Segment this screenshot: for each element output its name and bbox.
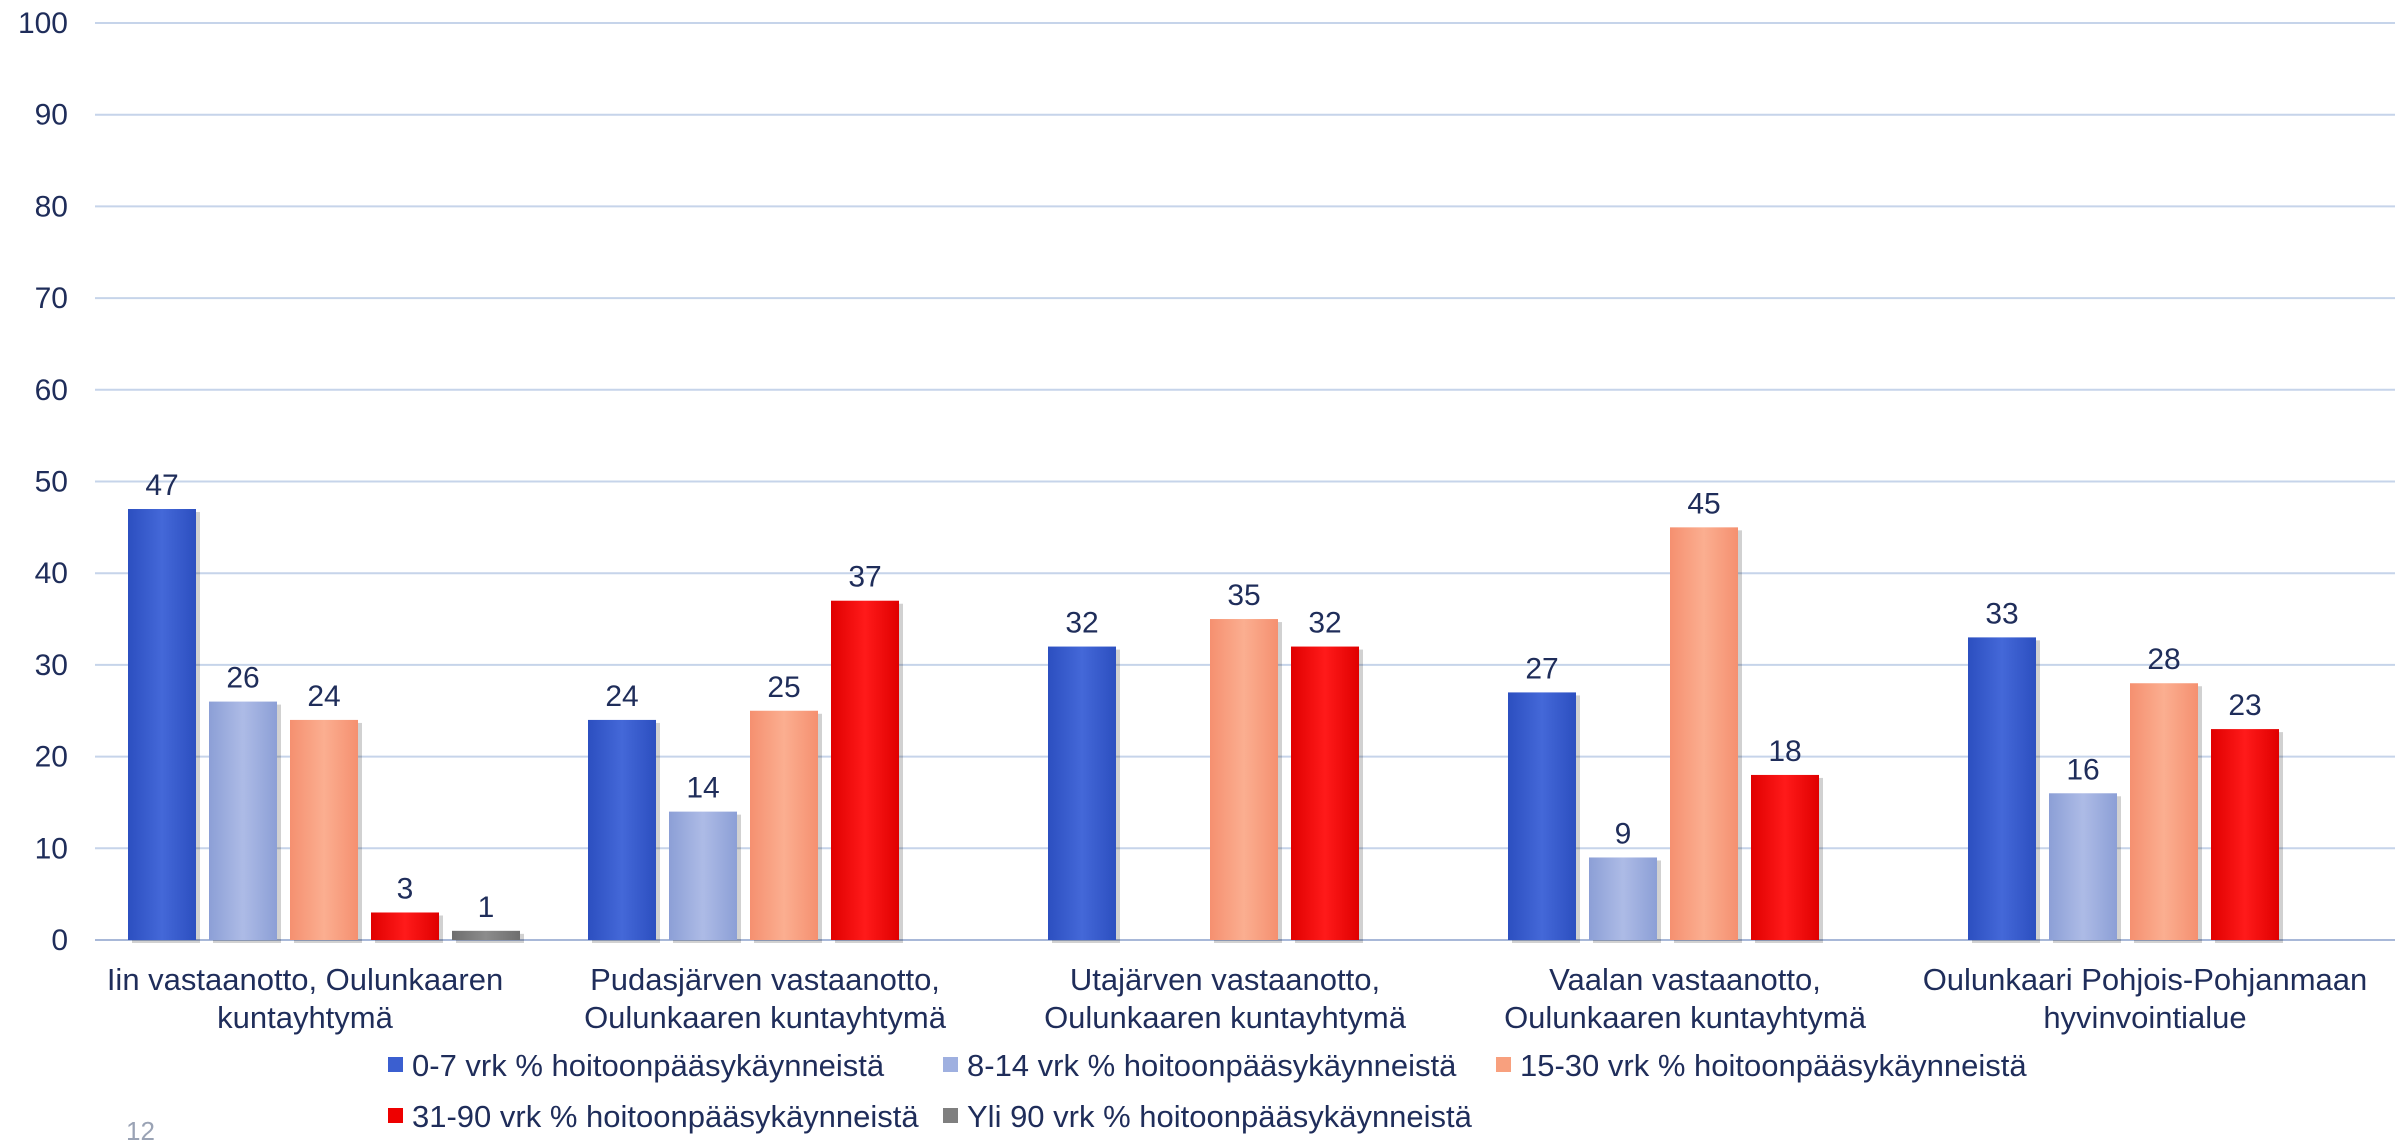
y-tick-label: 50 <box>35 466 68 499</box>
legend-swatch <box>1496 1057 1511 1072</box>
page-number: 12 <box>126 1116 155 1142</box>
bar <box>128 509 196 940</box>
bar <box>452 930 520 940</box>
data-label: 45 <box>1687 487 1720 520</box>
category-label: hyvinvointialue <box>2043 1000 2246 1035</box>
bar <box>831 600 899 940</box>
legend-entry: 8-14 vrk % hoitoonpääsykäynneistä <box>967 1048 1457 1083</box>
category-label: Utajärven vastaanotto, <box>1070 962 1380 997</box>
y-tick-label: 0 <box>51 924 68 957</box>
y-tick-label: 80 <box>35 190 68 223</box>
data-label: 23 <box>2228 689 2261 722</box>
legend: 0-7 vrk % hoitoonpääsykäynneistä 8-14 vrk… <box>388 1048 2027 1134</box>
bar <box>1291 646 1359 940</box>
data-label: 47 <box>145 469 178 502</box>
bar <box>1508 692 1576 940</box>
data-label: 9 <box>1615 817 1632 850</box>
category-label: Oulunkaari Pohjois-Pohjanmaan <box>1923 962 2368 997</box>
y-tick-label: 40 <box>35 557 68 590</box>
category-label: kuntayhtymä <box>217 1000 394 1035</box>
bar <box>371 912 439 940</box>
gridlines <box>95 22 2395 941</box>
bar <box>1670 527 1738 940</box>
bar <box>1589 857 1657 940</box>
data-label: 32 <box>1308 607 1341 640</box>
bar <box>2049 793 2117 940</box>
bar <box>1751 774 1819 940</box>
data-label: 18 <box>1768 735 1801 768</box>
data-labels: 47 24 32 27 33 26 14 9 16 24 25 35 45 28 3 37 32 18 23 1 <box>145 469 2261 924</box>
bar <box>588 719 656 940</box>
data-label: 35 <box>1227 579 1260 612</box>
category-label: Oulunkaaren kuntayhtymä <box>584 1000 947 1035</box>
data-label: 14 <box>686 772 719 805</box>
y-axis: 0 10 20 30 40 50 60 70 80 90 100 <box>18 7 68 957</box>
bar <box>2130 683 2198 940</box>
bar <box>750 710 818 940</box>
bar <box>209 701 277 940</box>
bar <box>2211 729 2279 940</box>
bar <box>290 719 358 940</box>
category-label: Pudasjärven vastaanotto, <box>590 962 940 997</box>
bar <box>1210 619 1278 940</box>
y-tick-label: 60 <box>35 374 68 407</box>
legend-swatch <box>943 1057 958 1072</box>
data-label: 26 <box>226 662 259 695</box>
bar <box>1968 637 2036 940</box>
legend-swatch <box>388 1057 403 1072</box>
category-label: Oulunkaaren kuntayhtymä <box>1044 1000 1407 1035</box>
y-tick-label: 90 <box>35 99 68 132</box>
data-label: 33 <box>1985 597 2018 630</box>
data-label: 32 <box>1065 607 1098 640</box>
y-tick-label: 10 <box>35 832 68 865</box>
legend-entry: Yli 90 vrk % hoitoonpääsykäynneistä <box>967 1099 1473 1134</box>
data-label: 24 <box>307 680 340 713</box>
y-tick-label: 70 <box>35 282 68 315</box>
legend-swatch <box>943 1108 958 1123</box>
legend-entry: 31-90 vrk % hoitoonpääsykäynneistä <box>412 1099 919 1134</box>
y-tick-label: 100 <box>18 7 68 40</box>
category-label: Iin vastaanotto, Oulunkaaren <box>107 962 503 997</box>
category-label: Vaalan vastaanotto, <box>1549 962 1821 997</box>
data-label: 28 <box>2147 643 2180 676</box>
data-label: 16 <box>2066 753 2099 786</box>
data-label: 24 <box>605 680 638 713</box>
y-tick-label: 30 <box>35 649 68 682</box>
data-label: 27 <box>1525 652 1558 685</box>
legend-entry: 15-30 vrk % hoitoonpääsykäynneistä <box>1520 1048 2027 1083</box>
y-tick-label: 20 <box>35 741 68 774</box>
data-label: 37 <box>848 561 881 594</box>
data-label: 1 <box>478 891 495 924</box>
bar <box>1048 646 1116 940</box>
data-label: 3 <box>397 872 414 905</box>
bars <box>128 509 2283 943</box>
category-label: Oulunkaaren kuntayhtymä <box>1504 1000 1867 1035</box>
legend-entry: 0-7 vrk % hoitoonpääsykäynneistä <box>412 1048 885 1083</box>
data-label: 25 <box>767 671 800 704</box>
legend-swatch <box>388 1108 403 1123</box>
bar <box>669 811 737 940</box>
